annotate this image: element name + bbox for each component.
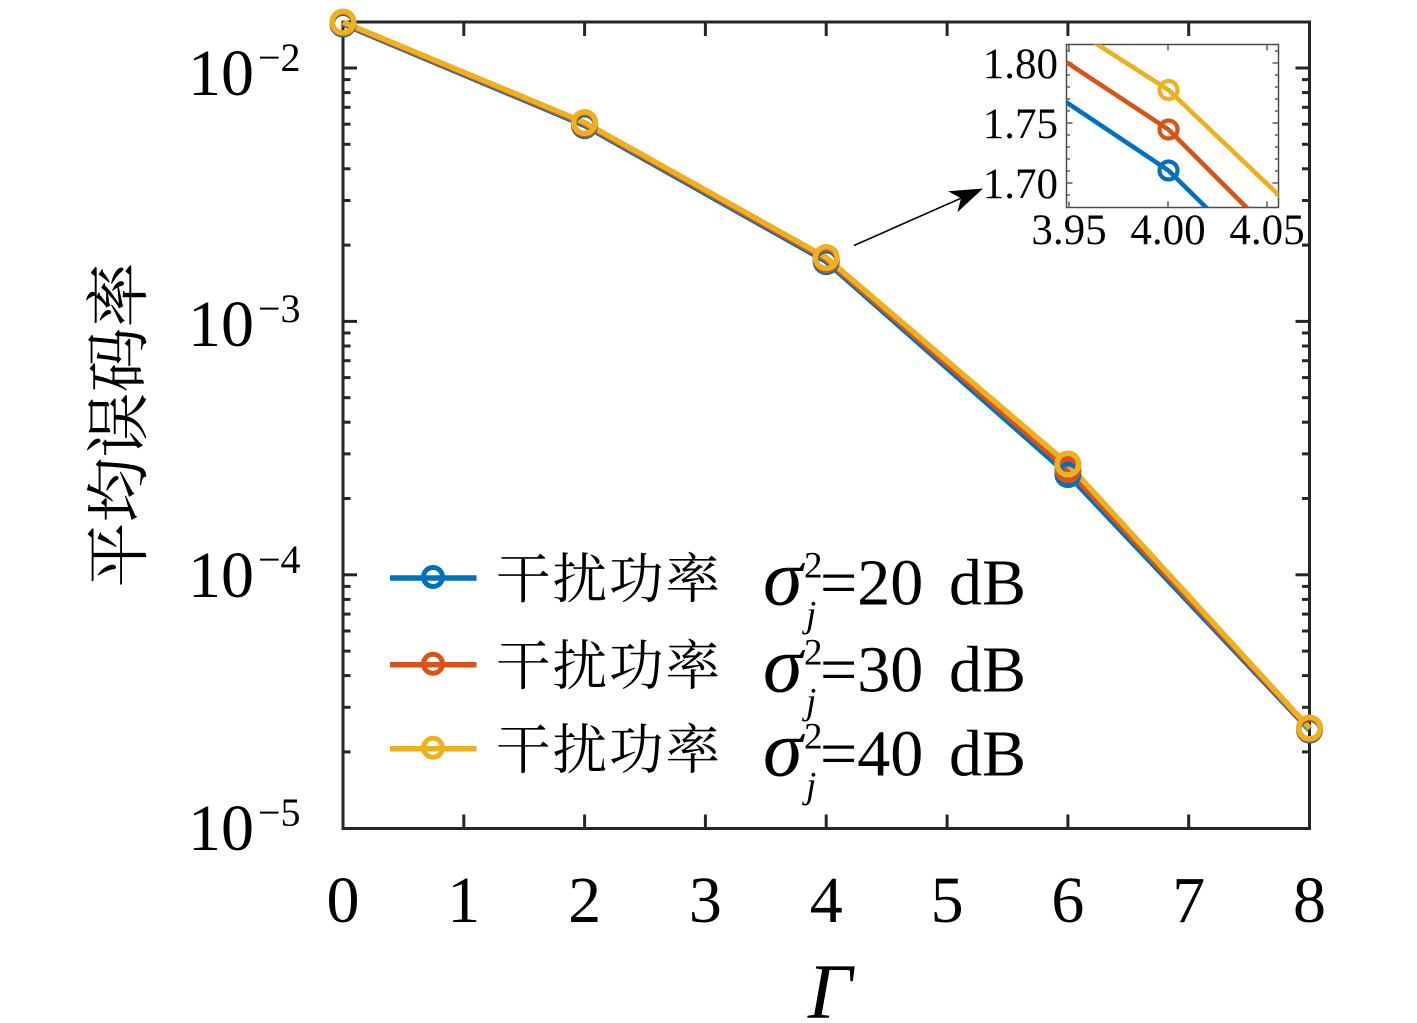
svg-text:7: 7	[1172, 864, 1205, 937]
svg-text:j: j	[802, 681, 816, 722]
svg-text:0: 0	[327, 864, 360, 937]
svg-text:σ: σ	[763, 535, 805, 623]
svg-text:1.75: 1.75	[983, 101, 1058, 148]
svg-text:=40: =40	[820, 717, 923, 790]
svg-text:σ: σ	[763, 621, 805, 709]
svg-text:j: j	[802, 595, 816, 636]
svg-text:Γ: Γ	[807, 948, 855, 1023]
svg-text:=30: =30	[820, 633, 923, 706]
svg-text:j: j	[802, 765, 816, 806]
svg-text:10: 10	[188, 288, 254, 361]
svg-text:−3: −3	[258, 286, 301, 331]
svg-text:10: 10	[188, 539, 254, 612]
svg-text:1: 1	[447, 864, 480, 937]
svg-text:4: 4	[810, 864, 843, 937]
svg-text:σ: σ	[763, 705, 805, 793]
svg-text:3: 3	[689, 864, 722, 937]
svg-text:−2: −2	[258, 35, 301, 80]
svg-text:4.05: 4.05	[1229, 207, 1304, 254]
svg-text:2: 2	[804, 632, 823, 673]
svg-text:1.70: 1.70	[983, 161, 1058, 208]
svg-text:5: 5	[931, 864, 964, 937]
svg-text:dB: dB	[949, 547, 1026, 620]
svg-text:=20: =20	[820, 547, 923, 620]
svg-text:10: 10	[188, 37, 254, 110]
svg-text:6: 6	[1051, 864, 1084, 937]
svg-text:dB: dB	[949, 633, 1026, 706]
svg-text:dB: dB	[949, 717, 1026, 790]
svg-text:1.80: 1.80	[983, 41, 1058, 88]
svg-text:4.00: 4.00	[1130, 207, 1205, 254]
svg-text:8: 8	[1293, 864, 1326, 937]
svg-text:2: 2	[804, 716, 823, 757]
svg-text:−4: −4	[258, 537, 301, 582]
svg-text:2: 2	[568, 864, 601, 937]
svg-text:−5: −5	[258, 790, 301, 835]
svg-text:10: 10	[188, 792, 254, 865]
svg-text:2: 2	[804, 546, 823, 587]
svg-text:3.95: 3.95	[1031, 207, 1106, 254]
